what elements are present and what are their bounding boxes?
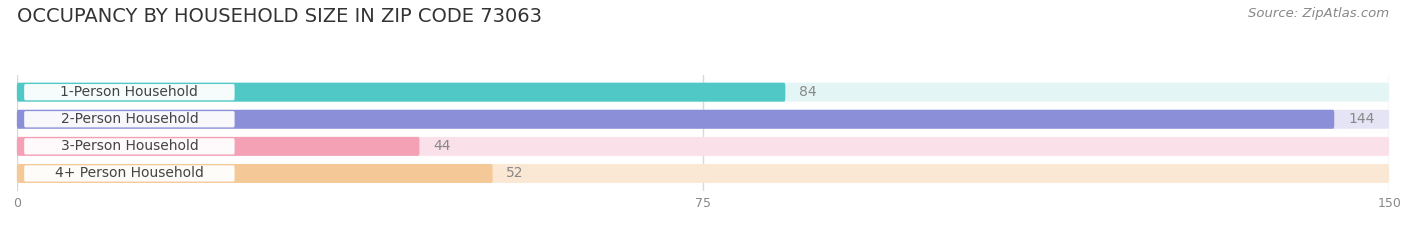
FancyBboxPatch shape: [17, 137, 1389, 156]
Text: 44: 44: [433, 139, 450, 153]
FancyBboxPatch shape: [17, 83, 1389, 102]
Text: 52: 52: [506, 166, 524, 180]
Text: Source: ZipAtlas.com: Source: ZipAtlas.com: [1249, 7, 1389, 20]
FancyBboxPatch shape: [17, 83, 786, 102]
Text: 3-Person Household: 3-Person Household: [60, 139, 198, 153]
FancyBboxPatch shape: [24, 84, 235, 100]
Text: OCCUPANCY BY HOUSEHOLD SIZE IN ZIP CODE 73063: OCCUPANCY BY HOUSEHOLD SIZE IN ZIP CODE …: [17, 7, 541, 26]
FancyBboxPatch shape: [17, 164, 492, 183]
FancyBboxPatch shape: [24, 138, 235, 154]
FancyBboxPatch shape: [24, 165, 235, 182]
Text: 84: 84: [799, 85, 817, 99]
FancyBboxPatch shape: [17, 110, 1334, 129]
Text: 144: 144: [1348, 112, 1374, 126]
FancyBboxPatch shape: [24, 111, 235, 127]
Text: 4+ Person Household: 4+ Person Household: [55, 166, 204, 180]
FancyBboxPatch shape: [17, 110, 1389, 129]
Text: 1-Person Household: 1-Person Household: [60, 85, 198, 99]
Text: 2-Person Household: 2-Person Household: [60, 112, 198, 126]
FancyBboxPatch shape: [17, 137, 419, 156]
FancyBboxPatch shape: [17, 164, 1389, 183]
